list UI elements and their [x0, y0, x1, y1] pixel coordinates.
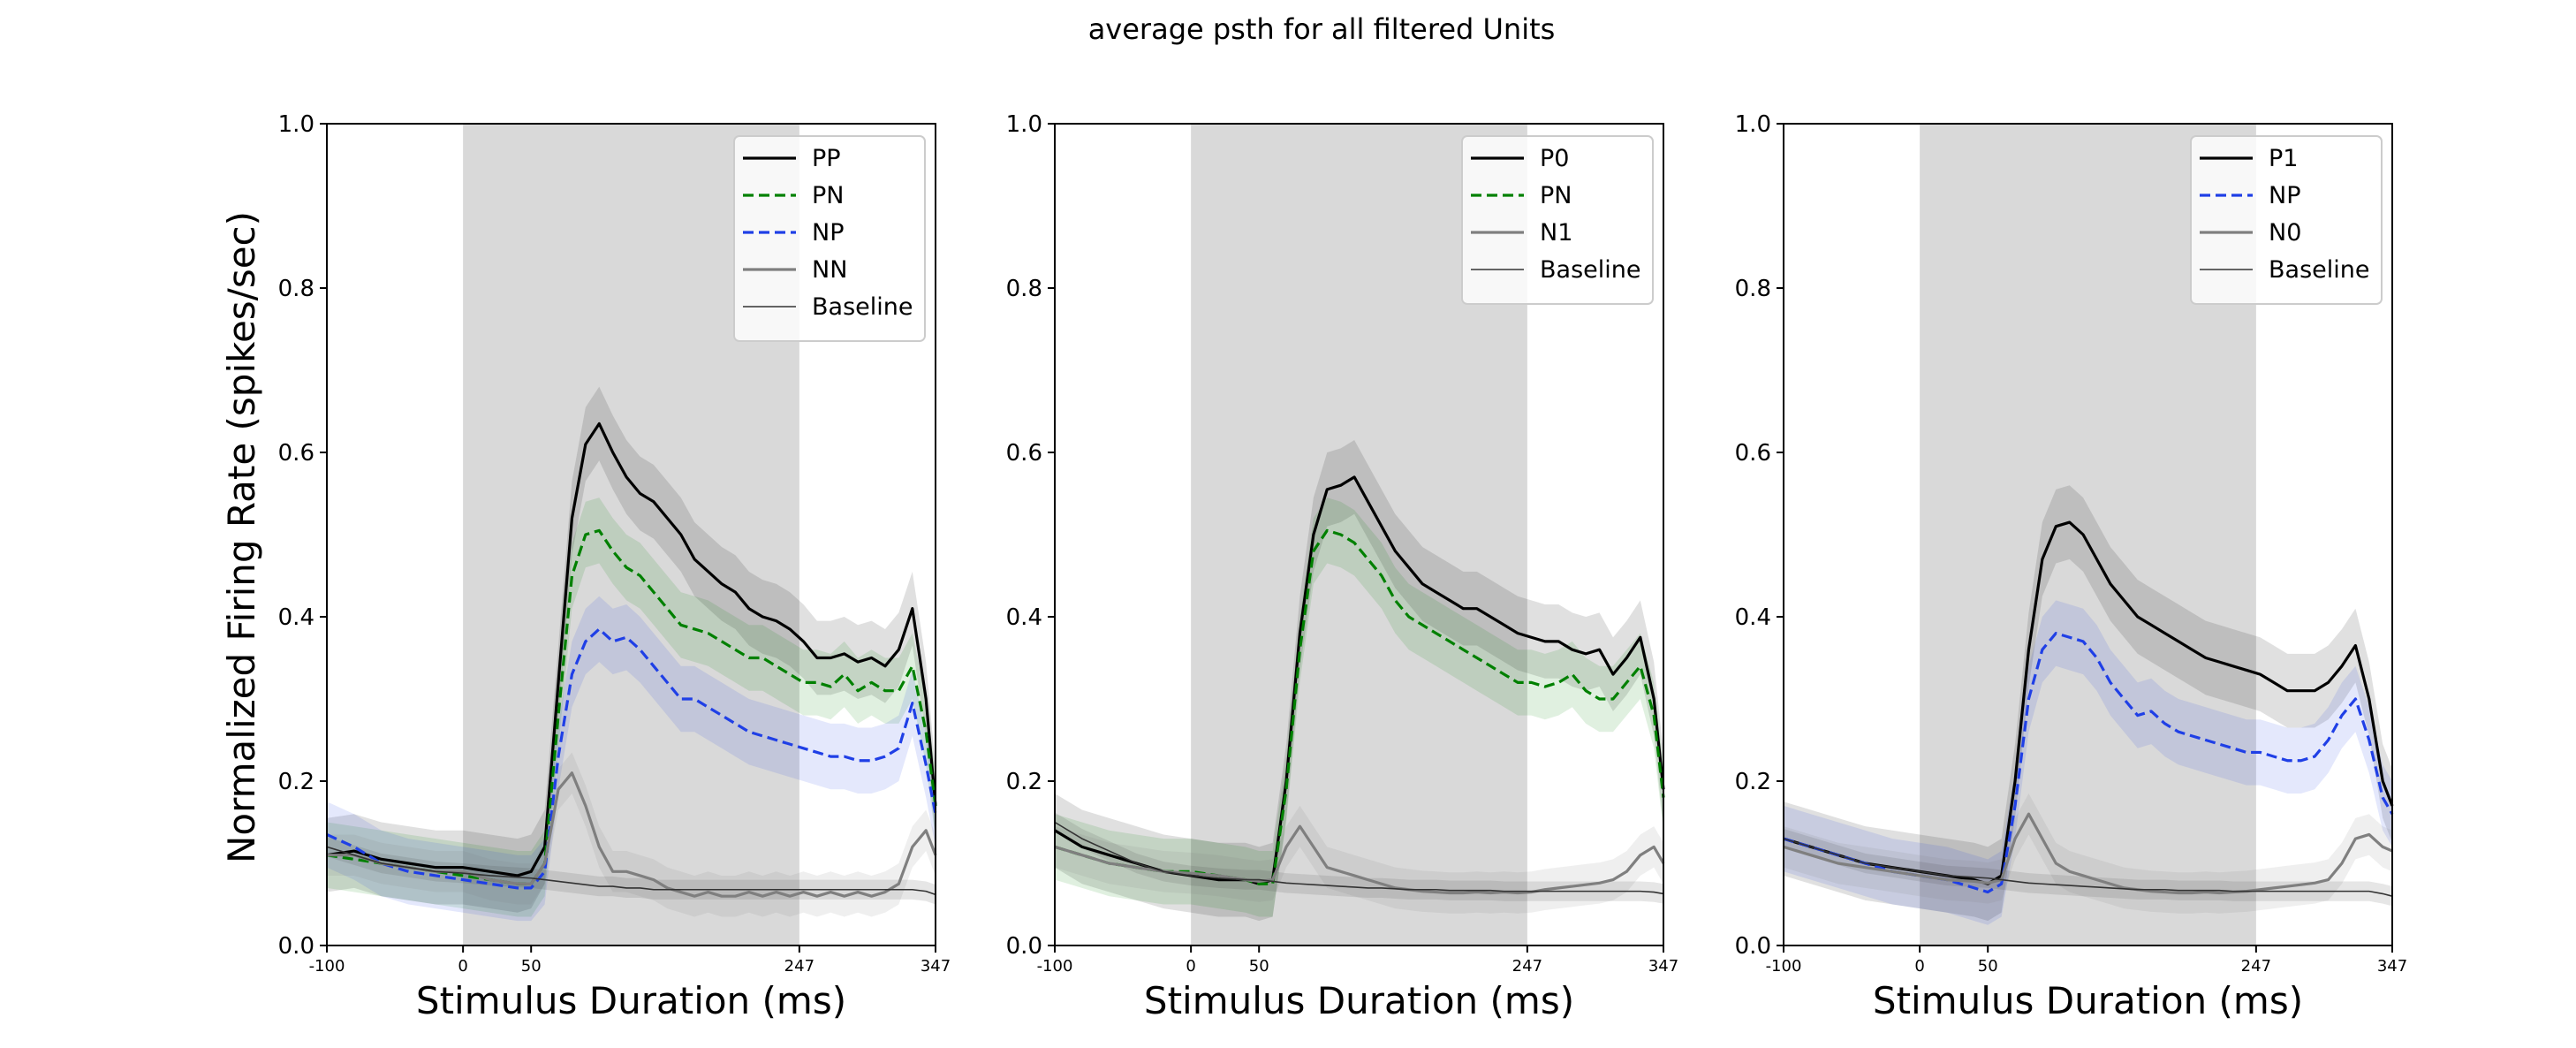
series-line-P1: [1783, 520, 2394, 885]
x-tick-label: 247: [784, 957, 814, 976]
legend-label: Baseline: [2269, 256, 2369, 284]
x-axis-label: Stimulus Duration (ms): [1144, 979, 1574, 1022]
figure-title: average psth for all filtered Units: [1088, 12, 1556, 46]
legend-label: Baseline: [1540, 256, 1640, 284]
band-P0: [1055, 440, 1663, 922]
x-tick-label: 347: [921, 957, 951, 976]
y-tick-label: 0.0: [1735, 933, 1771, 960]
legend-label: Baseline: [812, 293, 913, 321]
panel-2: 0.0 0.2 0.4 0.6 0.8 1.0 -100 0 50 247 347 Stimulus …: [1006, 111, 1679, 1022]
legend-box: [1461, 135, 1654, 305]
x-tick-label: -100: [1766, 957, 1802, 976]
series-line-NP: [1783, 631, 2394, 894]
series-line-PP: [326, 421, 937, 877]
x-tick-label: 50: [521, 957, 542, 976]
legend-label: PP: [812, 145, 841, 172]
legend-label: NP: [2269, 182, 2300, 209]
y-tick-label: 0.6: [1735, 440, 1771, 467]
panel-1: 0.0 0.2 0.4 0.6 0.8 1.0 -100 0 50 247 347 Stimulus …: [278, 111, 951, 1022]
legend-label: PN: [1540, 182, 1572, 209]
band-PN: [1055, 497, 1663, 917]
series-line-NN: [327, 771, 937, 898]
y-tick-label: 0.4: [1735, 604, 1771, 631]
y-tick-label: 0.8: [1735, 276, 1771, 302]
x-tick-label: 247: [1512, 957, 1542, 976]
band-Baseline: [1784, 828, 2392, 907]
x-tick-label: 347: [2377, 957, 2407, 976]
axes-frame: [326, 123, 936, 946]
band-PN: [327, 497, 936, 917]
y-tick-label: 0.8: [1006, 276, 1042, 302]
x-tick-label: 0: [1914, 957, 1924, 976]
x-tick-label: -100: [309, 957, 345, 976]
y-tick-label: 0.4: [278, 604, 314, 631]
legend-label: P1: [2269, 145, 2298, 172]
legend-label: N1: [1540, 219, 1572, 247]
band-Baseline: [327, 837, 936, 905]
y-tick-label: 0.4: [1006, 604, 1042, 631]
y-tick-label: 0.6: [278, 440, 314, 467]
legend-label: N0: [2269, 219, 2301, 247]
axes-frame: [1054, 123, 1664, 946]
y-tick-label: 0.8: [278, 276, 314, 302]
x-tick-label: 50: [1978, 957, 1998, 976]
y-tick-label: 1.0: [1006, 111, 1042, 138]
y-tick-label: 1.0: [278, 111, 314, 138]
x-tick-label: 0: [458, 957, 467, 976]
panel-3: 0.0 0.2 0.4 0.6 0.8 1.0 -100 0 50 247 347 Stimulus …: [1735, 111, 2408, 1022]
legend-box: [733, 135, 926, 342]
band-N1: [1055, 805, 1663, 914]
y-axis-label: Normalized Firing Rate (spikes/sec): [220, 211, 263, 863]
y-tick-label: 0.0: [1006, 933, 1042, 960]
y-tick-label: 0.0: [278, 933, 314, 960]
series-line-Baseline: [326, 846, 936, 896]
legend-label: P0: [1540, 145, 1569, 172]
y-tick-label: 1.0: [1735, 111, 1771, 138]
band-Baseline: [1055, 812, 1663, 904]
y-tick-label: 0.2: [278, 769, 314, 795]
legend-box: [2190, 135, 2383, 305]
band-NP: [1784, 600, 2392, 925]
y-tick-label: 0.2: [1006, 769, 1042, 795]
y-tick-label: 0.2: [1735, 769, 1771, 795]
legend-label: PN: [812, 182, 844, 209]
band-N0: [1784, 793, 2392, 914]
x-tick-label: -100: [1037, 957, 1073, 976]
series-line-PN: [326, 528, 937, 885]
x-tick-label: 0: [1186, 957, 1195, 976]
axes-frame: [1783, 123, 2393, 946]
series-line-Baseline: [1054, 821, 1664, 895]
x-axis-label: Stimulus Duration (ms): [416, 979, 846, 1022]
legend-label: NN: [812, 256, 847, 284]
x-axis-label: Stimulus Duration (ms): [1873, 979, 2303, 1022]
x-tick-label: 247: [2241, 957, 2271, 976]
series-line-P0: [1054, 475, 1665, 885]
band-NP: [327, 596, 936, 922]
y-tick-label: 0.6: [1006, 440, 1042, 467]
x-tick-label: 50: [1249, 957, 1269, 976]
x-tick-label: 347: [1648, 957, 1678, 976]
series-line-NP: [326, 627, 937, 890]
series-line-Baseline: [1783, 838, 2393, 897]
panels: 0.0 0.2 0.4 0.6 0.8 1.0 -100 0 50 247 347 Stimulus …: [278, 111, 2408, 1022]
legend-label: NP: [812, 219, 844, 247]
band-P1: [1784, 485, 2392, 922]
